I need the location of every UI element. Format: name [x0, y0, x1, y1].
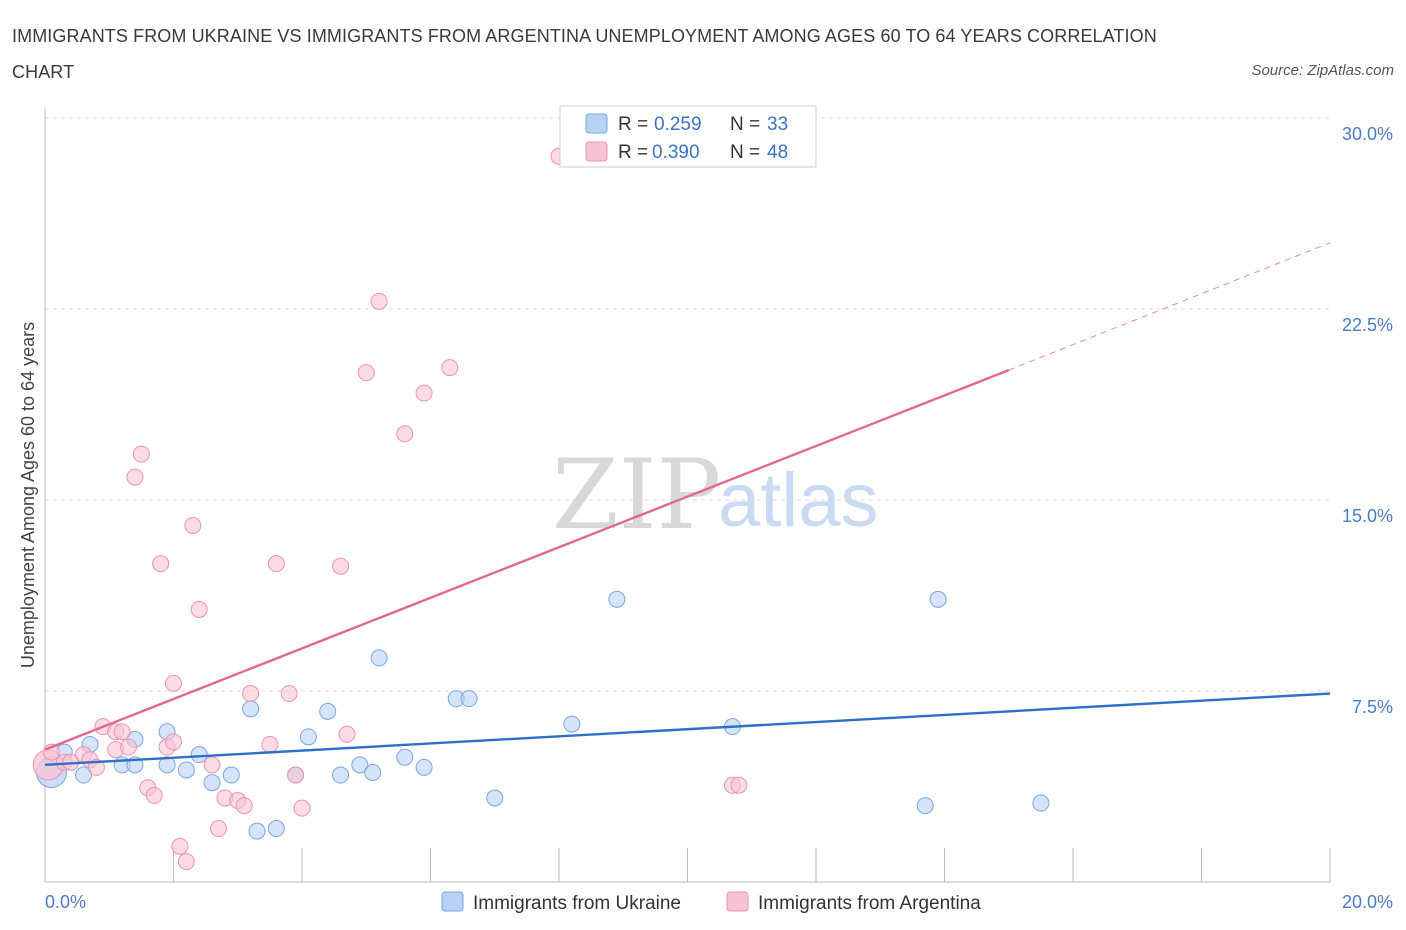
ukraine-point-33: [1032, 794, 1050, 812]
series-swatch-ukraine: [441, 891, 464, 912]
ukraine-point-27: [486, 789, 504, 807]
argentina-point-41: [441, 359, 459, 377]
legend-n-label-ukraine: N =: [730, 114, 760, 135]
ukraine-point-26: [460, 690, 478, 708]
ukraine-point-14: [248, 822, 266, 840]
ukraine-point-20: [351, 756, 369, 774]
legend-n-label-argentina: N =: [730, 142, 760, 163]
argentina-point-20: [171, 837, 189, 855]
ukraine-point-15: [267, 820, 285, 838]
argentina-point-25: [209, 820, 227, 838]
legend-r-value-argentina: 0.390: [652, 142, 700, 163]
argentina-point-18: [165, 674, 182, 692]
x-ticks: 0.0% 20.0%: [44, 848, 1393, 912]
ukraine-trendline: [44, 692, 1331, 767]
argentina-point-31: [267, 555, 285, 573]
argentina-point-34: [293, 799, 311, 817]
y-tick-label-0: 7.5%: [1352, 697, 1393, 717]
argentina-point-33: [287, 766, 305, 784]
series-swatch-argentina: [726, 891, 749, 912]
ukraine-point-10: [190, 746, 208, 764]
series-label-argentina: Immigrants from Argentina: [758, 893, 981, 914]
ukraine-point-22: [370, 649, 388, 667]
y-tick-label-1: 15.0%: [1342, 506, 1393, 526]
ukraine-point-7: [158, 756, 176, 774]
argentina-point-44: [730, 776, 748, 794]
y-tick-labels: 7.5% 15.0% 22.5% 30.0%: [1342, 124, 1393, 717]
ukraine-point-28: [563, 715, 581, 733]
argentina-point-30: [261, 735, 279, 753]
y-tick-label-3: 30.0%: [1342, 124, 1393, 144]
legend-r-label-ukraine: R =: [618, 114, 648, 135]
argentina-point-38: [370, 292, 388, 310]
argentina-point-15: [145, 786, 163, 804]
argentina-point-37: [357, 364, 375, 382]
ukraine-point-21: [364, 763, 382, 781]
grid-lines: [45, 117, 1330, 692]
ukraine-point-17: [299, 728, 317, 746]
data-points: [32, 147, 1050, 871]
argentina-point-23: [190, 601, 208, 619]
argentina-point-19: [165, 733, 182, 751]
argentina-point-35: [332, 557, 350, 575]
argentina-point-10: [113, 723, 131, 741]
argentina-point-36: [338, 725, 356, 743]
legend-r-value-ukraine: 0.259: [654, 114, 702, 135]
legend-r-label-argentina: R =: [618, 142, 648, 163]
ukraine-point-23: [396, 748, 414, 766]
y-axis-label: Unemployment Among Ages 60 to 64 years: [18, 322, 38, 668]
argentina-point-28: [235, 797, 253, 815]
argentina-point-24: [203, 756, 221, 774]
legend-swatch-ukraine: [585, 113, 608, 134]
argentina-point-11: [120, 738, 138, 756]
ukraine-point-2: [75, 766, 93, 784]
x-tick-label-0: 0.0%: [45, 892, 86, 912]
watermark-zip: ZIP: [552, 439, 721, 551]
ukraine-point-13: [242, 700, 260, 718]
legend-swatch-argentina: [585, 141, 608, 162]
argentina-point-21: [177, 853, 195, 871]
argentina-point-29: [242, 685, 260, 703]
ukraine-point-12: [222, 766, 240, 784]
argentina-point-32: [280, 685, 298, 703]
argentina-point-40: [415, 384, 433, 402]
stats-legend: R = 0.259 N = 33 R = 0.390 N = 48: [559, 105, 817, 168]
legend-n-value-ukraine: 33: [767, 114, 788, 135]
argentina-point-12: [126, 468, 144, 486]
ukraine-point-9: [177, 761, 195, 779]
series-legend: Immigrants from Ukraine Immigrants from …: [441, 891, 981, 914]
source-credit: Source: ZipAtlas.com: [1251, 62, 1394, 79]
argentina-point-16: [152, 555, 170, 573]
ukraine-point-18: [319, 702, 337, 720]
series-label-ukraine: Immigrants from Ukraine: [473, 893, 681, 914]
ukraine-point-29: [608, 590, 626, 608]
argentina-point-39: [396, 425, 414, 443]
ukraine-point-31: [916, 797, 934, 815]
argentina-trendline: [44, 369, 1010, 751]
ukraine-point-32: [929, 590, 947, 608]
ukraine-point-24: [415, 758, 433, 776]
trendlines: [44, 242, 1331, 767]
watermark-atlas: atlas: [718, 458, 879, 543]
argentina-trendline-extension: [1008, 242, 1331, 371]
argentina-point-13: [132, 445, 150, 463]
ukraine-point-19: [332, 766, 350, 784]
legend-n-value-argentina: 48: [767, 142, 788, 163]
y-tick-label-2: 22.5%: [1342, 315, 1393, 335]
x-tick-label-1: 20.0%: [1342, 892, 1393, 912]
argentina-point-22: [184, 516, 202, 534]
ukraine-point-11: [203, 774, 221, 792]
chart-title: IMMIGRANTS FROM UKRAINE VS IMMIGRANTS FR…: [12, 26, 1157, 82]
